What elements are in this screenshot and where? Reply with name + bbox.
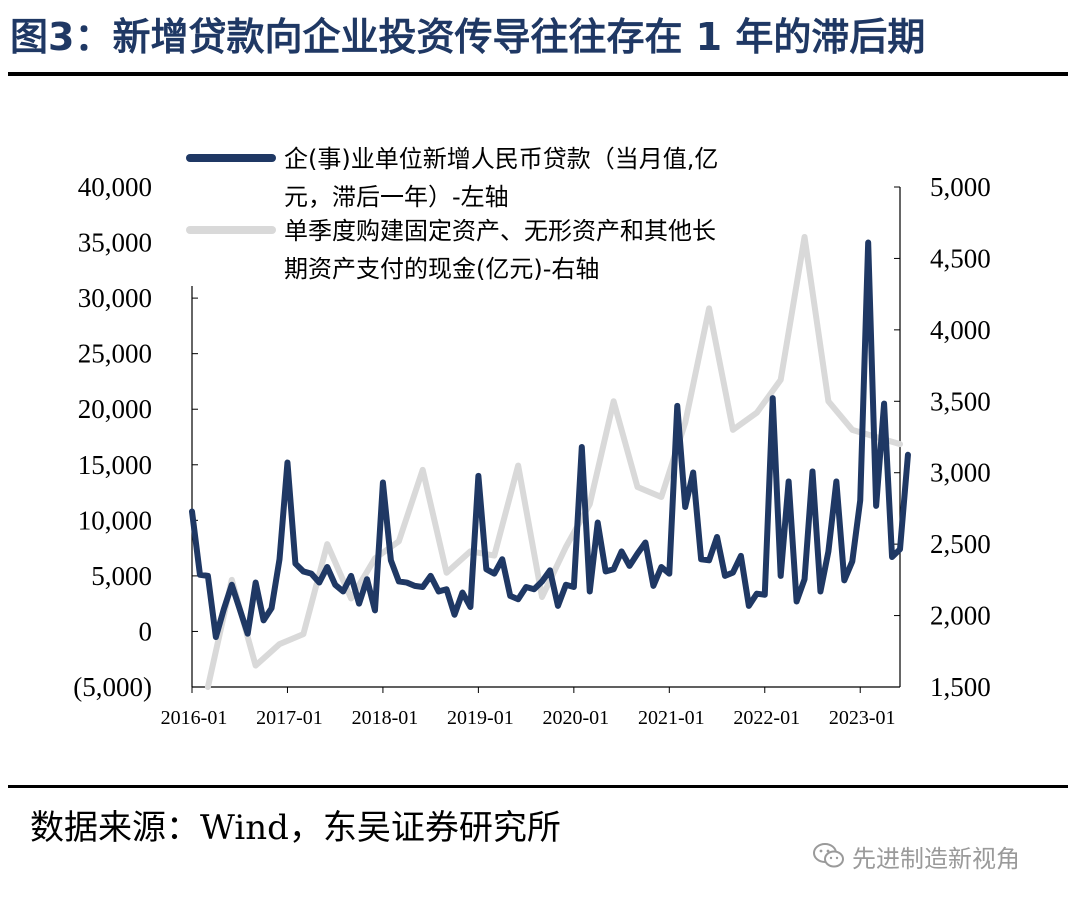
right-tick-label: 4,000 <box>930 315 991 345</box>
series-loan-line <box>189 239 911 640</box>
right-tick-label: 3,500 <box>930 386 991 416</box>
x-tick-label: 2019-01 <box>447 707 514 729</box>
watermark: 先进制造新视角 <box>812 838 1020 874</box>
left-tick-label: 40,000 <box>78 172 152 202</box>
legend-label: 元，滞后一年）-左轴 <box>284 183 509 211</box>
legend-label: 单季度购建固定资产、无形资产和其他长 <box>284 217 716 245</box>
left-tick-label: 10,000 <box>78 505 152 535</box>
x-tick-label: 2016-01 <box>161 707 228 729</box>
right-tick-label: 2,000 <box>930 601 991 631</box>
wechat-icon <box>813 843 844 868</box>
legend-label: 期资产支付的现金(亿元)-右轴 <box>284 255 599 283</box>
dual-axis-line-chart: (5,000) 0 5,000 10,000 15,000 20,000 25,000 30,… <box>73 145 990 729</box>
left-tick-label: 35,000 <box>78 228 152 258</box>
right-tick-label: 4,500 <box>930 243 991 273</box>
chart-title: 图3：新增贷款向企业投资传导往往存在 1 年的滞后期 <box>10 15 926 59</box>
right-tick-label: 5,000 <box>930 172 991 202</box>
chart-tick-labels: (5,000) 0 5,000 10,000 15,000 20,000 25,000 30,… <box>73 172 990 729</box>
chart-axes <box>191 186 901 693</box>
right-tick-label: 3,000 <box>930 458 991 488</box>
left-tick-label: 0 <box>139 616 153 646</box>
legend-label: 企(事)业单位新增人民币贷款（当月值,亿 <box>284 145 718 173</box>
x-tick-label: 2018-01 <box>352 707 419 729</box>
chart-series <box>189 234 911 690</box>
x-tick-label: 2020-01 <box>543 707 610 729</box>
series-capex-line <box>204 234 903 690</box>
left-tick-label: 20,000 <box>78 394 152 424</box>
left-tick-label: 30,000 <box>78 283 152 313</box>
left-tick-label: 25,000 <box>78 339 152 369</box>
left-tick-label: (5,000) <box>73 672 152 702</box>
watermark-text: 先进制造新视角 <box>852 844 1020 873</box>
top-divider <box>8 72 1068 76</box>
source-note: 数据来源：Wind，东吴证券研究所 <box>30 808 561 848</box>
right-tick-label: 2,500 <box>930 529 991 559</box>
chart-legend: 企(事)业单位新增人民币贷款（当月值,亿元，滞后一年）-左轴单季度购建固定资产、… <box>186 145 718 283</box>
left-tick-label: 15,000 <box>78 450 152 480</box>
right-tick-label: 1,500 <box>930 672 991 702</box>
x-tick-label: 2022-01 <box>733 707 800 729</box>
bottom-divider <box>8 785 1068 788</box>
left-tick-label: 5,000 <box>91 561 152 591</box>
x-tick-label: 2021-01 <box>638 707 705 729</box>
x-tick-label: 2023-01 <box>829 707 896 729</box>
x-tick-label: 2017-01 <box>256 707 323 729</box>
